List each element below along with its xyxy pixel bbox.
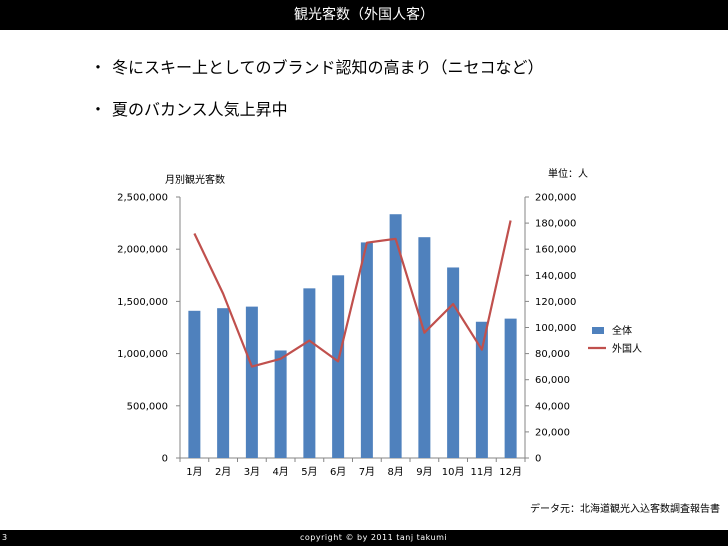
right-axis-tick-label: 60,000 [535, 375, 570, 386]
bullet-item: ・冬にスキー上としてのブランド認知の高まり（ニセコなど） [90, 54, 544, 78]
bullet-text: 冬にスキー上としてのブランド認知の高まり（ニセコなど） [112, 58, 544, 77]
bar [303, 288, 316, 458]
x-axis-tick-label: 4月 [272, 466, 288, 478]
x-axis-tick-label: 11月 [471, 466, 494, 478]
left-axis-tick-label: 500,000 [127, 401, 168, 412]
x-axis-tick-label: 2月 [215, 466, 231, 478]
bullet-text: 夏のバカンス人気上昇中 [112, 100, 288, 119]
left-axis-tick-label: 1,500,000 [117, 297, 168, 308]
right-axis-tick-label: 20,000 [535, 427, 570, 438]
right-axis-tick-label: 160,000 [535, 245, 576, 256]
x-axis-tick-label: 3月 [244, 466, 260, 478]
bar [274, 350, 287, 458]
legend-swatch-total [592, 327, 604, 334]
footer-bar: 3 copyright © by 2011 tanj takumi [0, 530, 728, 546]
left-axis-tick-label: 2,500,000 [117, 193, 168, 204]
right-axis-tick-label: 120,000 [535, 297, 576, 308]
right-axis-tick-label: 140,000 [535, 271, 576, 282]
copyright-text: copyright © by 2011 tanj takumi [300, 533, 448, 542]
bar [389, 214, 402, 458]
bullet-marker: ・ [90, 100, 107, 119]
x-axis-tick-label: 12月 [499, 466, 522, 478]
source-label: データ元：北海道観光入込客数調査報告書 [530, 504, 720, 515]
x-axis-tick-label: 9月 [416, 466, 432, 478]
bar [447, 267, 460, 458]
x-axis-tick-label: 7月 [359, 466, 375, 478]
bar [332, 275, 345, 458]
left-axis-tick-label: 2,000,000 [117, 245, 168, 256]
legend-label-foreign: 外国人 [612, 343, 642, 355]
bullet-item: ・夏のバカンス人気上昇中 [90, 96, 288, 120]
chart-title: 月別観光客数 [165, 173, 225, 186]
x-axis-tick-label: 6月 [330, 466, 346, 478]
right-axis-tick-label: 80,000 [535, 349, 570, 360]
x-axis-tick-label: 10月 [442, 466, 465, 478]
bar [360, 242, 373, 458]
right-axis-tick-label: 180,000 [535, 219, 576, 230]
x-axis-tick-label: 1月 [186, 466, 202, 478]
bar [217, 308, 230, 458]
page-number: 3 [2, 533, 8, 542]
bar [418, 237, 431, 458]
left-axis-tick-label: 1,000,000 [117, 349, 168, 360]
bar [245, 306, 258, 458]
bar [504, 318, 517, 458]
slide-title-bar: 観光客数（外国人客） [0, 0, 728, 30]
bar [188, 310, 201, 458]
bullet-marker: ・ [90, 58, 107, 77]
slide-title: 観光客数（外国人客） [294, 7, 434, 23]
right-axis-tick-label: 0 [535, 454, 541, 465]
left-axis-tick-label: 0 [162, 454, 168, 465]
right-axis-tick-label: 200,000 [535, 193, 576, 204]
unit-label: 単位：人 [548, 169, 588, 180]
series-line-foreign [193, 220, 512, 368]
legend-label-total: 全体 [612, 324, 632, 337]
bar [475, 321, 488, 458]
right-axis-tick-label: 100,000 [535, 323, 576, 334]
right-axis-tick-label: 40,000 [535, 401, 570, 412]
x-axis-tick-label: 5月 [301, 466, 317, 478]
x-axis-tick-label: 8月 [387, 466, 403, 478]
